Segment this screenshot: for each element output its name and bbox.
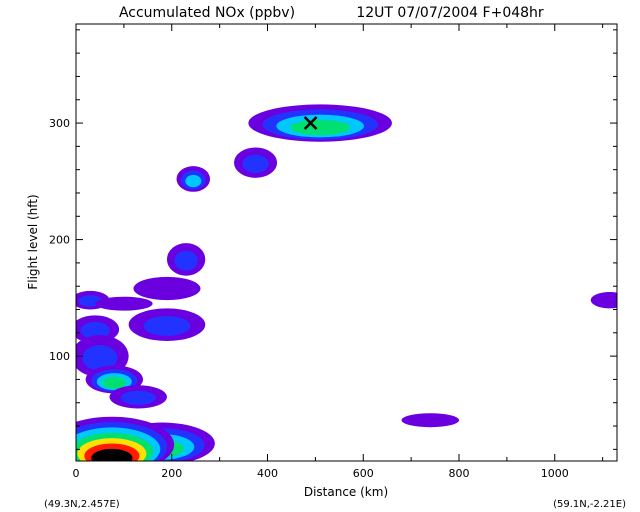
contour-blob (248, 104, 392, 142)
contour-level-2 (242, 154, 269, 174)
contour-layer (76, 104, 617, 461)
contour-level-4 (102, 376, 127, 389)
contour-blob (590, 292, 617, 309)
y-tick-label: 300 (49, 117, 70, 130)
contour-blob (401, 413, 460, 428)
x-tick-label: 600 (353, 467, 374, 480)
contour-level-2 (143, 316, 191, 336)
x-axis: 0 200 400 600 800 1000 (73, 24, 604, 480)
marker-x (303, 116, 318, 130)
contour-blob (128, 308, 206, 341)
y-axis: 100 200 300 (49, 29, 617, 450)
x-axis-label: Distance (km) (304, 485, 388, 499)
x-tick-label: 0 (73, 467, 80, 480)
contour-level-1 (401, 413, 460, 428)
contour-blob (76, 416, 175, 461)
end-location-label: (59.1N,-2.21E) (553, 499, 626, 510)
contour-level-1 (95, 296, 153, 311)
contour-level-3 (185, 174, 202, 188)
contour-blob (95, 296, 153, 311)
contour-blob (233, 147, 278, 178)
contour-level-7 (91, 448, 133, 461)
y-tick-label: 200 (49, 234, 70, 247)
y-tick-label: 100 (49, 350, 70, 363)
contour-level-2 (120, 390, 156, 405)
contour-level-2 (80, 321, 110, 339)
x-tick-label: 1000 (541, 467, 569, 480)
x-tick-label: 200 (161, 467, 182, 480)
start-location-label: (49.3N,2.457E) (44, 499, 120, 510)
contour-level-1 (590, 292, 617, 309)
contour-level-2 (174, 250, 198, 271)
x-tick-label: 800 (449, 467, 470, 480)
chart-subtitle: 12UT 07/07/2004 F+048hr (356, 5, 544, 21)
x-tick-label: 400 (257, 467, 278, 480)
plot-frame (75, 23, 618, 462)
contour-blob (109, 385, 167, 409)
contour-level-4 (290, 119, 350, 136)
y-axis-label: Flight level (hft) (26, 194, 40, 289)
chart-title: Accumulated NOx (ppbv) (119, 5, 295, 21)
contour-blob (133, 276, 201, 301)
contour-blob (166, 243, 206, 276)
contour-level-1 (133, 276, 201, 301)
contour-level-2 (82, 345, 118, 371)
marker-layer (303, 116, 318, 130)
contour-blob (176, 166, 211, 192)
